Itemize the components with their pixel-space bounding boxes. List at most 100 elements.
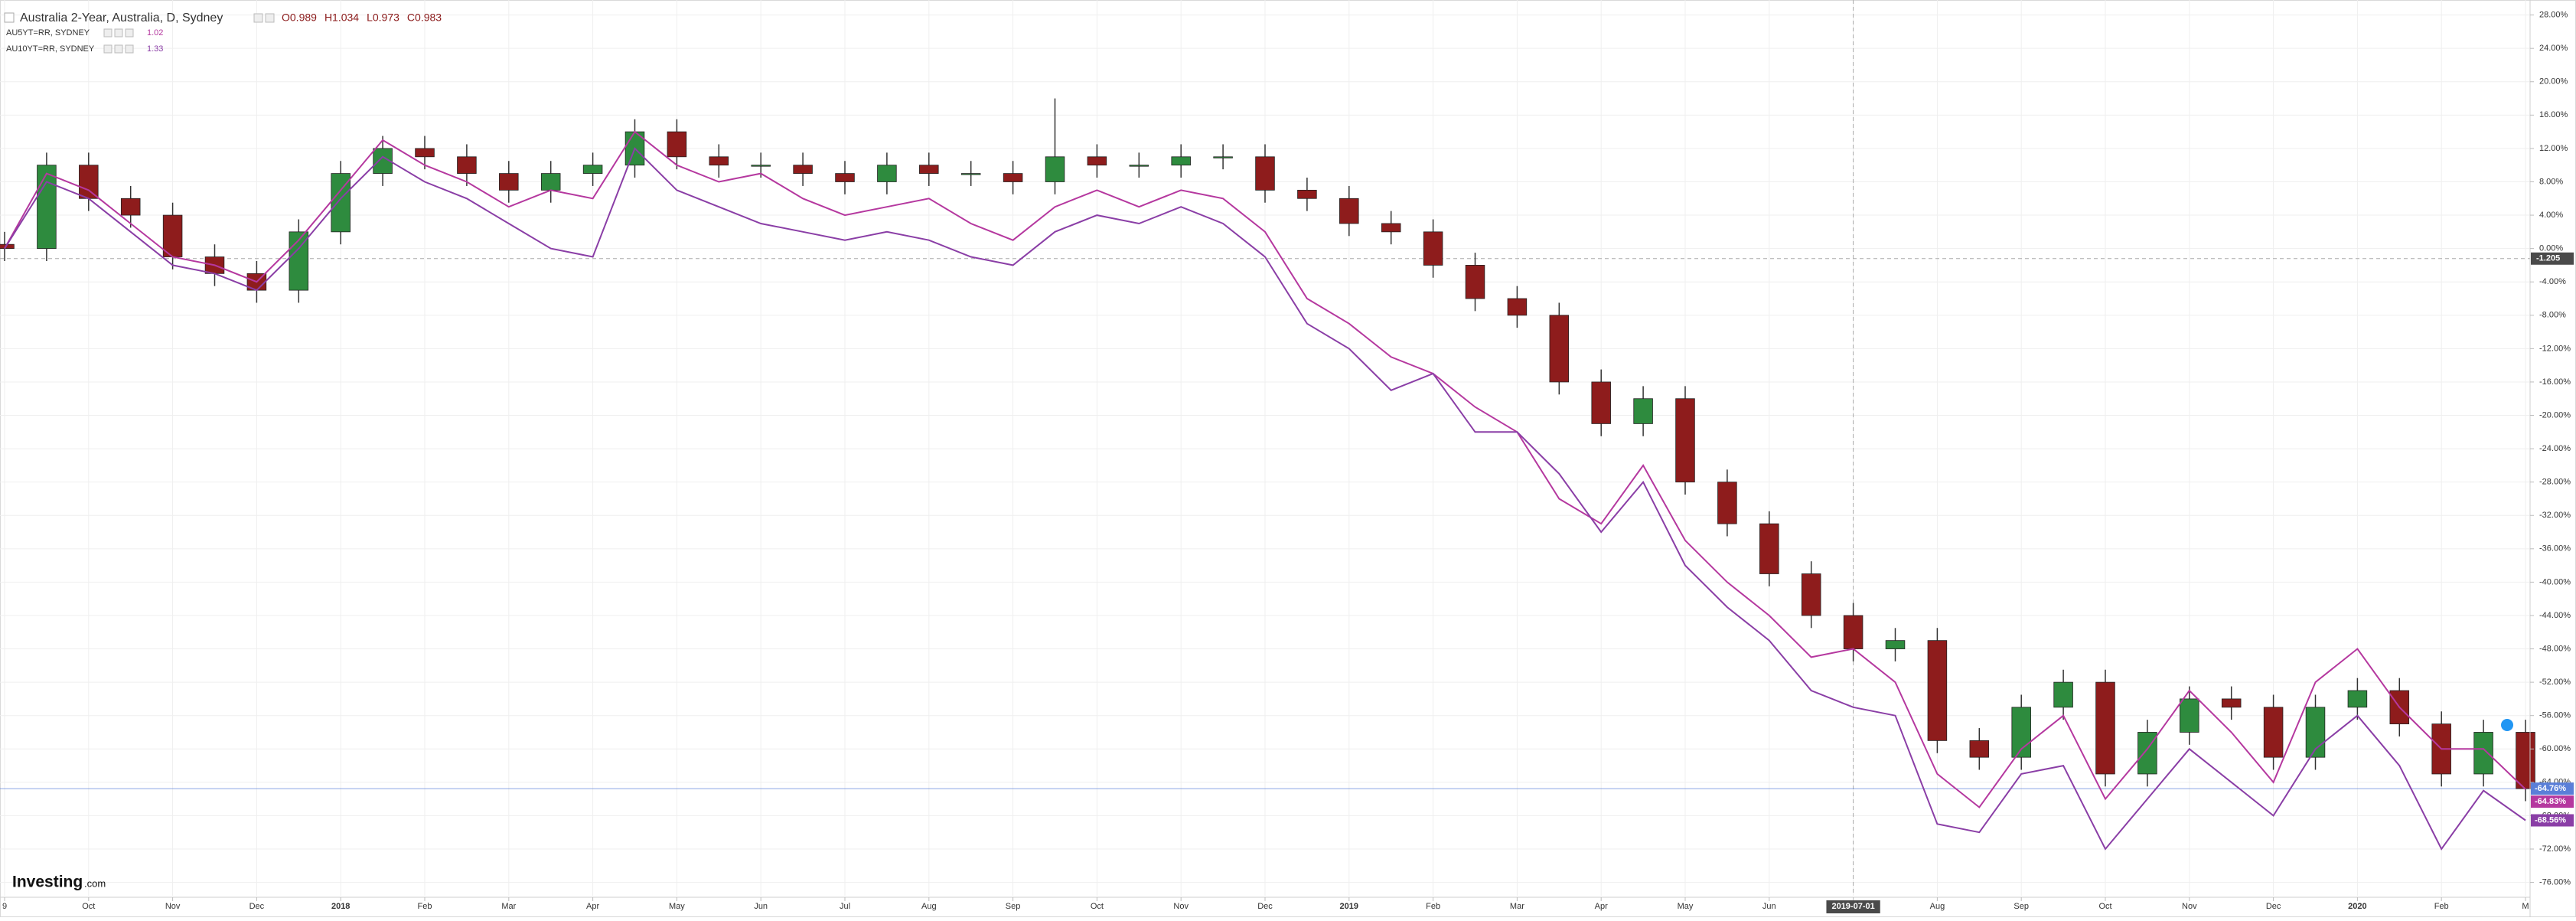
candle-body bbox=[1549, 315, 1570, 383]
y-tick-label: -60.00% bbox=[2539, 744, 2571, 753]
candle-body bbox=[2263, 707, 2284, 758]
candle-body bbox=[793, 165, 813, 174]
x-tick-label: Sep bbox=[1006, 902, 1021, 911]
y-tick-label: 4.00% bbox=[2539, 211, 2563, 220]
candle-body bbox=[1297, 189, 1317, 199]
candle-body bbox=[960, 173, 981, 175]
candle-body bbox=[2053, 681, 2073, 708]
candle-body bbox=[79, 165, 99, 199]
candle-body bbox=[1129, 165, 1149, 167]
candle-body bbox=[162, 214, 183, 257]
y-tick-label: -56.00% bbox=[2539, 711, 2571, 720]
crosshair-y-label: -1.205 bbox=[2536, 254, 2560, 263]
legend-icon[interactable] bbox=[125, 28, 134, 38]
candle-body bbox=[1381, 223, 1401, 233]
candle-body bbox=[499, 173, 519, 191]
x-tick-label: May bbox=[669, 902, 685, 911]
legend-icon[interactable] bbox=[114, 28, 123, 38]
candle-body bbox=[1969, 740, 1990, 758]
legend-icon[interactable] bbox=[253, 13, 263, 23]
brand-logo-suffix: .com bbox=[84, 877, 106, 889]
x-tick-label: Aug bbox=[921, 902, 937, 911]
y-tick-label: -44.00% bbox=[2539, 611, 2571, 620]
y-tick-label: -24.00% bbox=[2539, 444, 2571, 453]
legend-icon[interactable] bbox=[103, 28, 112, 38]
candle-body bbox=[1927, 640, 1948, 741]
candle-body bbox=[540, 173, 561, 191]
candle-body bbox=[1885, 640, 1906, 649]
x-tick-label: Apr bbox=[1595, 902, 1608, 911]
x-tick-label: 9 bbox=[2, 902, 7, 911]
legend-value: 1.33 bbox=[147, 44, 163, 54]
x-tick-label: Mar bbox=[1510, 902, 1524, 911]
candle-body bbox=[835, 173, 855, 182]
x-tick-label: Jul bbox=[840, 902, 850, 911]
x-tick-label: Nov bbox=[2182, 902, 2197, 911]
candle-body bbox=[877, 165, 897, 182]
y-tick-label: -72.00% bbox=[2539, 844, 2571, 854]
y-tick-label: -16.00% bbox=[2539, 377, 2571, 387]
x-tick-label: Feb bbox=[2434, 902, 2449, 911]
y-tick-label: 20.00% bbox=[2539, 77, 2568, 87]
ohlc-value: L0.973 bbox=[367, 11, 399, 24]
legend-icon[interactable] bbox=[125, 44, 134, 54]
legend-value: 1.02 bbox=[147, 28, 163, 38]
legend-label: AU5YT=RR, SYDNEY bbox=[6, 28, 90, 38]
candle-body bbox=[2180, 698, 2199, 733]
candle-body bbox=[1087, 156, 1107, 166]
series-line bbox=[4, 147, 2526, 851]
candle-body bbox=[120, 198, 141, 216]
x-tick-label: Jun bbox=[1762, 902, 1776, 911]
candle-body bbox=[1339, 198, 1359, 224]
collapse-icon[interactable] bbox=[4, 12, 15, 23]
crosshair-x-box bbox=[1826, 900, 1880, 913]
candle-body bbox=[1465, 265, 1485, 299]
y-tick-label: -4.00% bbox=[2539, 277, 2566, 286]
series-line bbox=[4, 130, 2526, 808]
candle-body bbox=[1507, 298, 1528, 316]
legend-icon[interactable] bbox=[114, 44, 123, 54]
y-tick-label: 12.00% bbox=[2539, 144, 2568, 153]
candle-body bbox=[919, 165, 939, 174]
candle-body bbox=[667, 131, 687, 158]
y-tick-label: 8.00% bbox=[2539, 177, 2563, 186]
legend-icon[interactable] bbox=[103, 44, 112, 54]
y-tick-label: 24.00% bbox=[2539, 44, 2568, 53]
legend-icon[interactable] bbox=[265, 13, 275, 23]
value-tag bbox=[2531, 795, 2574, 808]
x-tick-label: 2020 bbox=[2348, 902, 2366, 911]
candle-body bbox=[0, 243, 15, 250]
candle-body bbox=[1213, 156, 1233, 158]
value-tag-label: -68.56% bbox=[2535, 815, 2566, 825]
value-tag-label: -64.76% bbox=[2535, 784, 2566, 793]
plot bbox=[0, 98, 2535, 851]
candle-body bbox=[1759, 523, 1779, 574]
x-tick-label: Nov bbox=[165, 902, 181, 911]
y-tick-label: -48.00% bbox=[2539, 644, 2571, 653]
y-tick-label: -12.00% bbox=[2539, 344, 2571, 353]
value-tag bbox=[2531, 814, 2574, 827]
axes: 28.00% 24.00% 20.00% 16.00% 12.00% 8.00% 4.00%… bbox=[2, 11, 2574, 913]
x-tick-label: Aug bbox=[1930, 902, 1945, 911]
x-tick-label: May bbox=[1678, 902, 1694, 911]
ohlc-value: C0.983 bbox=[407, 11, 442, 24]
candle-body bbox=[2221, 698, 2242, 708]
event-marker[interactable] bbox=[2501, 719, 2513, 731]
x-tick-label: Dec bbox=[1257, 902, 1273, 911]
crosshair-x-label: 2019-07-01 bbox=[1831, 902, 1874, 911]
y-tick-label: -20.00% bbox=[2539, 410, 2571, 420]
candle-body bbox=[1591, 381, 1611, 424]
candle-body bbox=[1171, 156, 1191, 166]
y-tick-label: -76.00% bbox=[2539, 877, 2571, 887]
y-tick-label: -8.00% bbox=[2539, 311, 2566, 320]
crosshair-y-box bbox=[2531, 252, 2574, 265]
candle-body bbox=[1717, 482, 1737, 524]
candle-body bbox=[1045, 156, 1065, 182]
grid bbox=[0, 0, 2530, 896]
candle-body bbox=[751, 165, 771, 167]
chart-title: Australia 2-Year, Australia, D, Sydney bbox=[20, 11, 223, 24]
candle-body bbox=[1675, 398, 1695, 483]
x-tick-label: Oct bbox=[82, 902, 95, 911]
